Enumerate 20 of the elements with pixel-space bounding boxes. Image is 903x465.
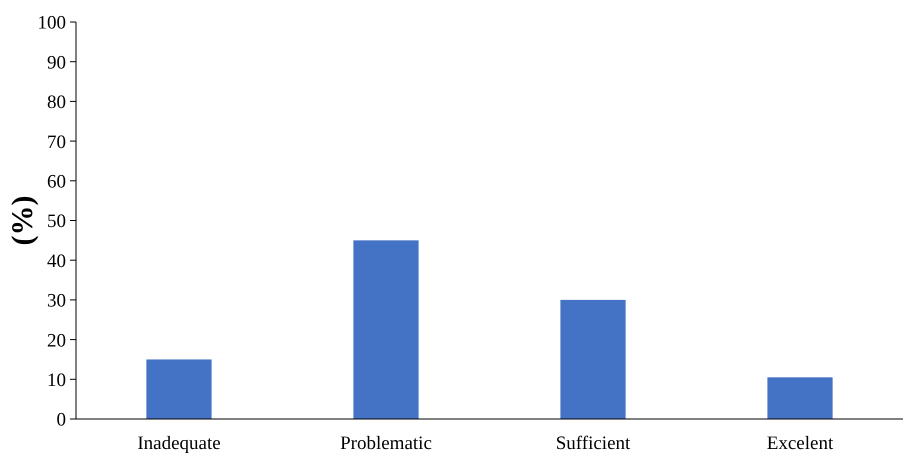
y-tick-label: 70 [47, 132, 66, 153]
y-tick-label: 80 [47, 92, 66, 114]
y-tick-label: 50 [47, 211, 66, 232]
x-tick-label: Excelent [766, 433, 834, 454]
bar [353, 240, 419, 419]
y-tick-label: 90 [47, 52, 66, 74]
y-tick-label: 20 [47, 330, 66, 352]
y-tick-label: 60 [47, 171, 66, 192]
x-tick-label: Problematic [340, 433, 432, 454]
x-tick-label: Inadequate [137, 433, 221, 454]
x-tick-label: Sufficient [556, 433, 632, 454]
bar [767, 377, 833, 419]
y-tick-label: 0 [56, 410, 66, 431]
y-tick-label: 30 [47, 290, 66, 312]
bar [560, 300, 626, 419]
y-tick-label: 40 [47, 250, 66, 272]
bar [146, 359, 212, 419]
y-tick-label: 100 [38, 12, 66, 34]
y-axis-title: (%) [6, 196, 39, 246]
y-tick-label: 10 [47, 370, 66, 391]
